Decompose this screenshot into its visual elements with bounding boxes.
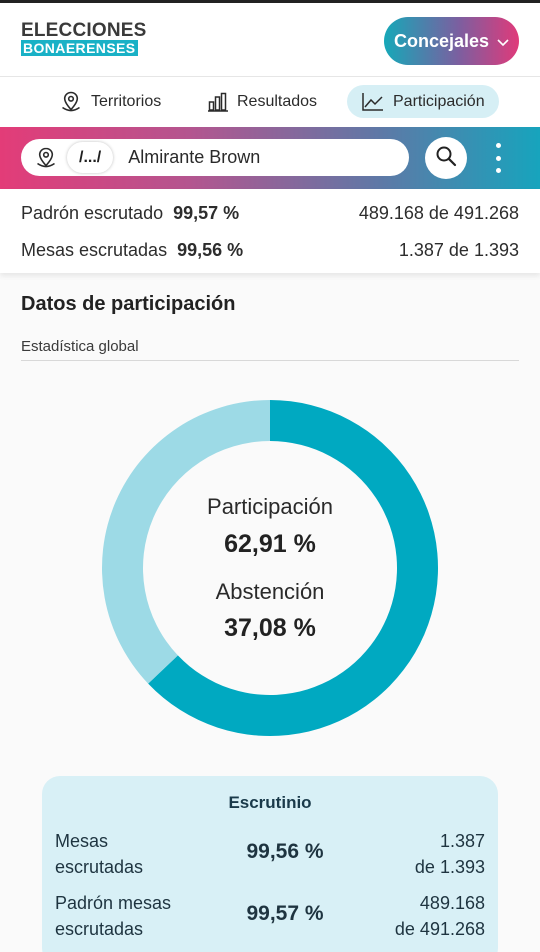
mesas-row: Mesas escrutadas 99,56 % 1.387 de 1.393	[21, 240, 519, 261]
padron-percent: 99,57 %	[173, 203, 240, 223]
category-select-button[interactable]: Concejales	[384, 17, 519, 65]
chevron-down-icon	[497, 35, 509, 50]
donut-slice-participacion[interactable]	[148, 400, 438, 736]
padron-row: Padrón escrutado 99,57 % 489.168 de 491.…	[21, 203, 519, 224]
bar-chart-icon	[207, 91, 229, 113]
participacion-label: Participación	[207, 494, 333, 519]
search-button[interactable]	[425, 137, 467, 179]
card-row-label: Mesas escrutadas	[55, 828, 143, 880]
card-row-count: 1.387 de 1.393	[415, 828, 485, 880]
donut-slice-abstencion[interactable]	[102, 400, 270, 684]
card-row-count: 489.168 de 491.268	[395, 890, 485, 942]
tab-label-resultados: Resultados	[237, 92, 318, 110]
donut-labels: Participación 62,91 % Abstención 37,08 %	[102, 400, 438, 736]
view-tabs: Territorios Resultados Participación	[0, 76, 540, 127]
mesas-label: Mesas escrutadas	[21, 240, 168, 260]
card-label-line: Mesas	[55, 831, 109, 851]
participacion-value: 62,91 %	[224, 530, 316, 558]
search-icon	[435, 145, 457, 172]
tab-label-territorios: Territorios	[91, 92, 162, 110]
card-label-line: Padrón mesas	[55, 893, 172, 913]
card-row-label: Padrón mesas escrutadas	[55, 890, 171, 942]
scrutiny-card: Escrutinio Mesas escrutadas 99,56 % 1.38…	[42, 776, 498, 952]
participation-donut-chart	[102, 400, 438, 736]
section-title: Datos de participación	[21, 293, 236, 315]
top-bar: ELECCIONES BONAERENSES Concejales	[0, 0, 540, 76]
abstencion-value: 37,08 %	[224, 614, 316, 642]
card-label-line: escrutadas	[55, 857, 144, 877]
padron-label: Padrón escrutado	[21, 203, 164, 223]
card-count-line: 1.387	[439, 831, 485, 851]
card-title: Escrutinio	[228, 793, 312, 812]
selected-location: Almirante Brown	[128, 147, 261, 167]
card-count-line: de 1.393	[414, 857, 485, 877]
divider	[21, 360, 519, 361]
card-row-value: 99,57 %	[246, 902, 324, 925]
mesas-percent: 99,56 %	[177, 240, 244, 260]
card-label-line: escrutadas	[55, 919, 144, 939]
card-row-value: 99,56 %	[246, 840, 324, 863]
section-subtitle: Estadística global	[21, 338, 139, 355]
tab-label-participacion: Participación	[393, 92, 485, 110]
map-pin-icon	[59, 90, 83, 114]
card-count-line: de 491.268	[394, 919, 485, 939]
tab-resultados[interactable]: Resultados	[193, 85, 331, 118]
tab-territorios[interactable]: Territorios	[45, 85, 175, 118]
location-selector[interactable]: /.../ Almirante Brown	[21, 139, 409, 176]
logo-top-text: ELECCIONES	[21, 20, 147, 41]
card-count-line: 489.168	[419, 893, 485, 913]
tab-participacion[interactable]: Participación	[347, 85, 499, 118]
abstencion-label: Abstención	[215, 579, 325, 604]
category-label: Concejales	[393, 30, 490, 51]
padron-count: 489.168 de 491.268	[358, 203, 519, 223]
scrutiny-summary: Padrón escrutado 99,57 % 489.168 de 491.…	[0, 189, 540, 273]
breadcrumb-button[interactable]: /.../	[67, 142, 114, 173]
elecciones-logo[interactable]: ELECCIONES BONAERENSES	[21, 21, 147, 58]
mesas-count: 1.387 de 1.393	[398, 240, 519, 260]
location-search-bar: /.../ Almirante Brown	[0, 127, 540, 189]
more-options-icon[interactable]	[494, 143, 502, 173]
location-pin-icon	[33, 145, 59, 171]
logo-bottom-text: BONAERENSES	[21, 40, 138, 56]
line-chart-icon	[361, 92, 385, 112]
